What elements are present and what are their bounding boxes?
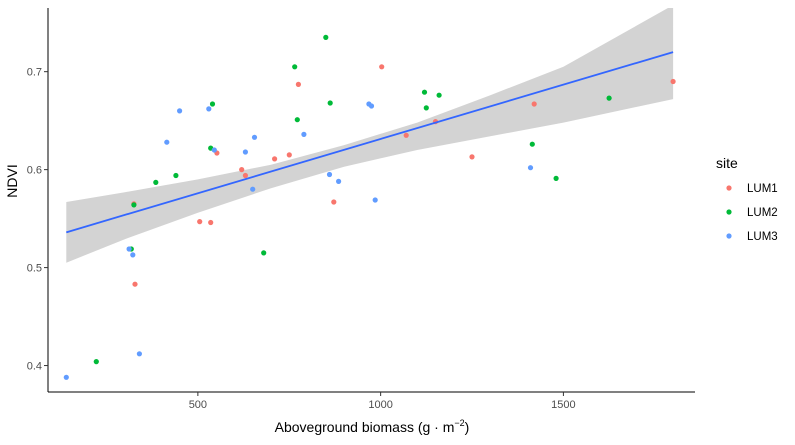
data-point — [209, 101, 216, 107]
data-point — [292, 64, 298, 70]
data-point — [242, 172, 248, 179]
y-tick-label: 0.5 — [27, 263, 42, 275]
x-axis-title: Aboveground biomass (g · m−2) — [275, 418, 470, 435]
data-point — [421, 89, 428, 95]
data-point — [93, 359, 99, 365]
legend-key-lum3 — [726, 233, 732, 239]
legend-label-lum2: LUM2 — [747, 207, 778, 219]
data-point — [208, 219, 214, 226]
x-axis-title-exponent: −2 — [454, 418, 464, 428]
plot-area: 500 1000 1500 0.4 0.5 0.6 0.7 — [27, 8, 695, 411]
data-point — [132, 281, 138, 287]
data-point — [529, 141, 535, 147]
data-point — [136, 351, 142, 357]
data-point — [323, 34, 329, 41]
data-point — [173, 172, 179, 179]
data-point — [331, 199, 337, 205]
legend-label-lum1: LUM1 — [747, 183, 778, 195]
x-tick-label: 1000 — [368, 399, 392, 411]
data-point — [177, 108, 183, 114]
data-point — [368, 103, 375, 109]
data-point — [206, 106, 212, 112]
legend-label-lum3: LUM3 — [747, 231, 778, 243]
data-point — [164, 139, 170, 145]
data-point — [272, 156, 278, 162]
data-point — [336, 178, 342, 184]
x-axis-title-suffix: ) — [465, 419, 470, 435]
data-point — [553, 175, 559, 181]
y-axis-title: NDVI — [4, 164, 20, 197]
data-point — [379, 64, 385, 70]
x-tick-label: 500 — [189, 399, 207, 411]
data-point — [403, 132, 409, 138]
data-point — [153, 179, 159, 185]
legend-title: site — [716, 155, 738, 171]
data-point — [606, 95, 612, 101]
y-tick-label: 0.4 — [27, 361, 42, 373]
data-point — [327, 100, 333, 106]
data-point — [211, 147, 217, 153]
data-point — [423, 105, 429, 111]
series-lum3 — [63, 101, 534, 380]
data-point — [126, 246, 132, 252]
legend-key-lum1 — [726, 185, 732, 191]
legend-key-lum2 — [726, 209, 732, 215]
data-point — [131, 202, 137, 208]
data-point — [294, 117, 300, 123]
data-point — [527, 165, 534, 171]
y-tick-label: 0.7 — [27, 67, 42, 79]
data-point — [63, 374, 69, 380]
data-point — [326, 171, 333, 178]
data-point — [197, 219, 203, 225]
data-point — [436, 92, 442, 98]
data-point — [670, 78, 676, 85]
x-axis-title-text: Aboveground biomass (g · m — [275, 419, 455, 435]
data-point — [286, 152, 292, 158]
x-tick-label: 1500 — [551, 399, 575, 411]
data-point — [261, 250, 267, 256]
data-point — [130, 252, 136, 258]
data-point — [301, 131, 307, 137]
legend: site LUM1 LUM2 LUM3 — [716, 155, 778, 243]
data-point — [251, 134, 258, 140]
data-point — [250, 186, 256, 192]
regression-line — [66, 51, 674, 234]
data-point — [469, 154, 475, 160]
data-point — [242, 149, 248, 155]
data-point — [295, 81, 301, 87]
data-point — [531, 101, 537, 107]
y-tick-label: 0.6 — [27, 165, 42, 177]
data-point — [372, 197, 378, 203]
data-point — [239, 167, 245, 173]
confidence-ribbon — [66, 8, 674, 263]
